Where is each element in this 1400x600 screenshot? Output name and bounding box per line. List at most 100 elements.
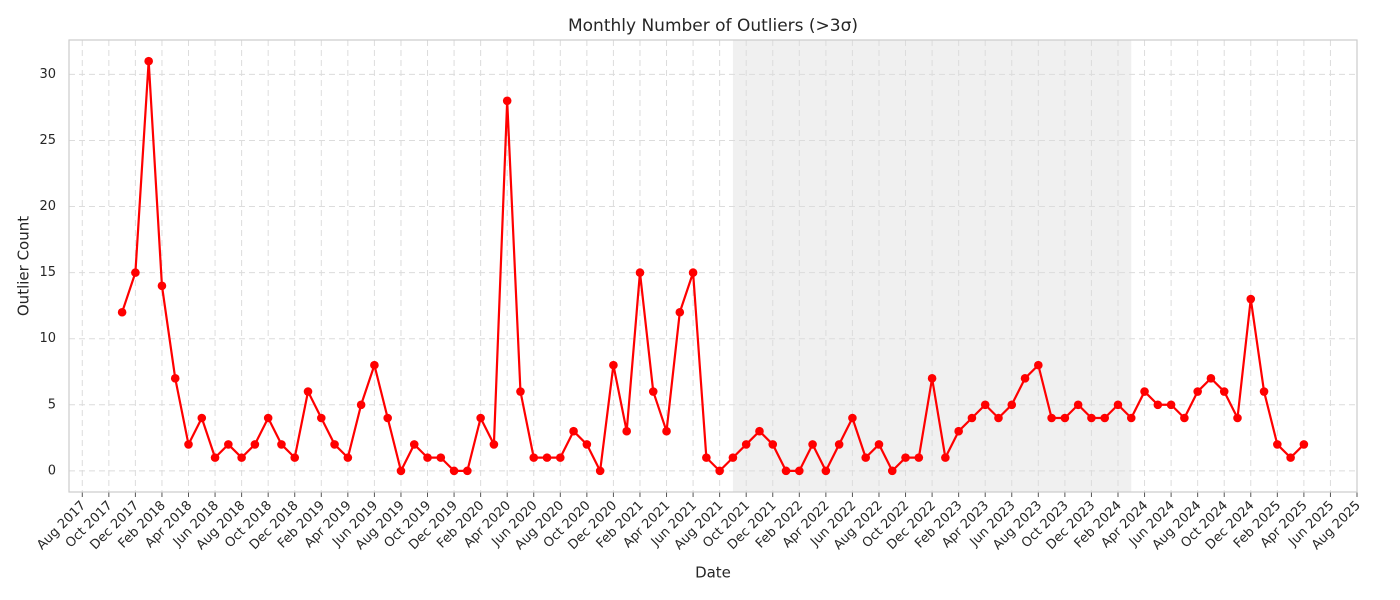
data-point: [821, 466, 831, 476]
data-point: [316, 413, 326, 423]
data-point: [370, 360, 379, 370]
x-axis-label: Date: [695, 564, 731, 582]
data-point: [383, 413, 392, 423]
data-point: [1180, 413, 1189, 423]
data-point: [1219, 387, 1229, 396]
data-point: [834, 440, 844, 449]
data-point: [197, 413, 207, 423]
data-point: [1020, 374, 1030, 383]
data-point: [210, 453, 220, 462]
data-point: [237, 453, 246, 462]
data-point: [170, 374, 180, 383]
data-point: [887, 466, 897, 476]
data-point: [516, 387, 525, 396]
plot-frame: [68, 39, 1358, 493]
data-point: [409, 440, 419, 449]
data-point: [489, 440, 499, 449]
data-point: [1087, 413, 1096, 423]
data-point: [449, 466, 459, 476]
data-point: [980, 400, 990, 410]
data-point: [1166, 400, 1176, 410]
data-point: [1246, 294, 1256, 304]
data-point: [954, 426, 963, 436]
data-point: [609, 360, 618, 370]
y-tick-label: 15: [39, 265, 56, 280]
data-point: [715, 466, 724, 476]
data-point: [157, 281, 167, 291]
data-point: [1206, 374, 1216, 383]
data-point: [396, 466, 406, 476]
data-point: [861, 453, 871, 462]
data-point: [808, 440, 817, 449]
data-point: [131, 268, 140, 277]
data-point: [1034, 360, 1043, 370]
data-point: [1060, 413, 1070, 423]
data-point: [542, 453, 552, 462]
data-point: [224, 440, 233, 449]
data-point: [250, 440, 260, 449]
data-point: [1073, 400, 1083, 410]
data-point: [184, 440, 193, 449]
data-point: [343, 453, 353, 462]
y-axis-label: Outlier Count: [15, 216, 33, 316]
data-point: [277, 440, 286, 449]
data-point: [874, 440, 884, 449]
data-point: [595, 466, 605, 476]
data-point: [622, 426, 631, 436]
data-point: [648, 387, 658, 396]
data-point: [755, 426, 764, 436]
y-tick-label: 10: [39, 331, 56, 346]
data-point: [529, 453, 539, 462]
data-point: [290, 453, 300, 462]
data-point: [117, 307, 127, 317]
y-tick-label: 30: [39, 67, 56, 82]
data-point: [675, 307, 685, 317]
data-point: [463, 466, 472, 476]
y-tick-label: 20: [39, 199, 56, 214]
data-point: [1299, 440, 1309, 449]
data-point: [144, 56, 153, 66]
y-tick-label: 25: [39, 133, 56, 148]
data-point: [967, 413, 977, 423]
data-point: [476, 413, 485, 423]
data-point: [582, 440, 592, 449]
data-point: [1259, 387, 1269, 396]
data-point: [662, 426, 671, 436]
data-point: [423, 453, 432, 462]
data-point: [741, 440, 751, 449]
y-tick-label: 5: [48, 397, 56, 412]
data-point: [1100, 413, 1110, 423]
data-point: [914, 453, 924, 462]
data-point: [569, 426, 578, 436]
data-point: [303, 387, 313, 396]
data-point: [901, 453, 910, 462]
data-point: [635, 268, 645, 277]
data-point: [356, 400, 366, 410]
data-point: [1113, 400, 1123, 410]
data-point: [1286, 453, 1295, 462]
data-point: [436, 453, 446, 462]
data-point: [781, 466, 791, 476]
data-point: [1007, 400, 1017, 410]
data-point: [688, 268, 698, 277]
data-point: [1126, 413, 1136, 423]
data-point: [1140, 387, 1149, 396]
data-point: [502, 96, 512, 106]
data-point: [768, 440, 778, 449]
data-point: [927, 374, 937, 383]
data-point: [994, 413, 1003, 423]
chart-title: Monthly Number of Outliers (>3σ): [568, 16, 858, 36]
data-point: [728, 453, 738, 462]
data-point: [702, 453, 711, 462]
data-point: [1047, 413, 1056, 423]
data-point: [1153, 400, 1163, 410]
data-point: [330, 440, 339, 449]
data-point: [555, 453, 565, 462]
data-point: [263, 413, 273, 423]
data-point: [1273, 440, 1282, 449]
data-point: [1193, 387, 1202, 396]
data-point: [795, 466, 804, 476]
data-point: [1233, 413, 1242, 423]
data-point: [848, 413, 857, 423]
